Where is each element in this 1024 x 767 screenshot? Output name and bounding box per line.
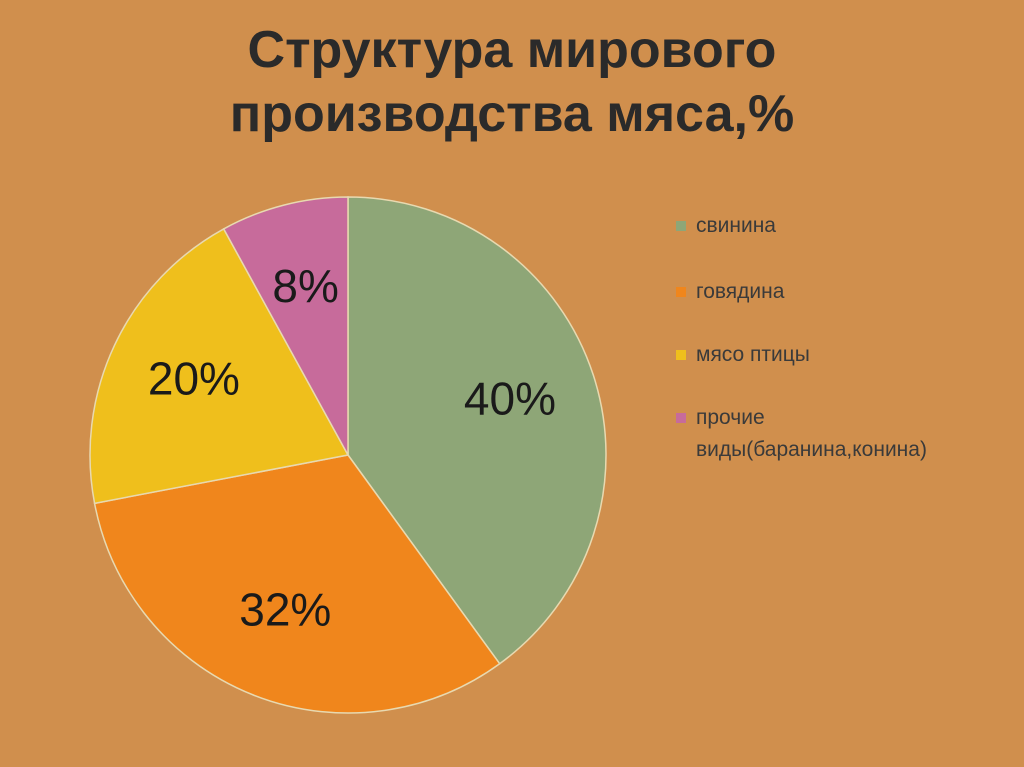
pie-slice — [89, 227, 350, 505]
legend-swatch — [676, 221, 686, 231]
data-label: 32% — [239, 583, 331, 635]
legend-item: мясо птицы — [676, 339, 996, 371]
legend-item: говядина — [676, 276, 996, 308]
pie-slice — [347, 196, 607, 665]
chart-title: Структура мирового производства мяса,% — [229, 21, 795, 143]
data-label: 40% — [464, 373, 556, 425]
pie-slice — [222, 196, 349, 456]
data-label: 20% — [148, 353, 240, 405]
legend-swatch — [676, 413, 686, 423]
legend-swatch — [676, 350, 686, 360]
legend-swatch — [676, 287, 686, 297]
legend-label: говядина — [696, 280, 785, 303]
legend-label: свинина — [696, 214, 776, 237]
legend-label: мясо птицы — [696, 343, 810, 366]
legend-label: прочие виды(баранина,конина) — [696, 406, 927, 461]
pie-slice — [93, 454, 501, 714]
legend-item: прочие виды(баранина,конина) — [676, 402, 996, 466]
data-label: 8% — [272, 260, 338, 312]
legend-item: свинина — [676, 210, 996, 242]
